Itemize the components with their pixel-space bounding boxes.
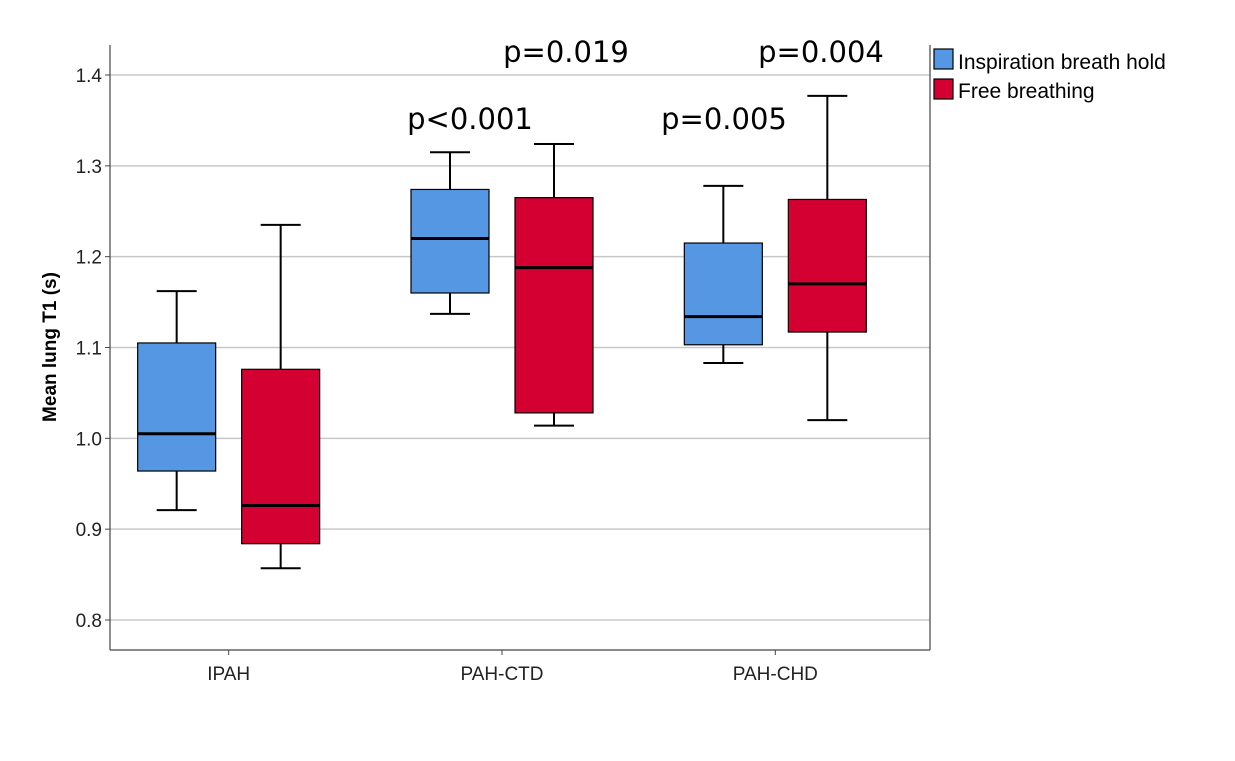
- iqr-box: [787, 198, 867, 333]
- y-axis-ticks: 0.8 0.9 1.0 1.1 1.2 1.3 1.4: [76, 66, 110, 632]
- boxes: [137, 94, 867, 570]
- x-tick-label: PAH-CTD: [460, 664, 543, 685]
- x-tick-label: PAH-CHD: [733, 664, 818, 685]
- iqr-box: [683, 242, 763, 346]
- box-inspiration-breath-hold-pah-chd: [683, 184, 763, 364]
- y-tick-label: 1.4: [76, 66, 103, 87]
- y-tick-label: 1.2: [76, 248, 102, 269]
- legend-label-inspiration: Inspiration breath hold: [958, 51, 1166, 74]
- box-free-breathing-ipah: [241, 223, 321, 570]
- legend-swatch-free-breathing: [933, 78, 954, 100]
- iqr-box: [137, 342, 217, 472]
- box-free-breathing-pah-chd: [787, 94, 867, 422]
- p-value-ctd-fb: p=0.019: [503, 35, 629, 69]
- box-inspiration-breath-hold-pah-ctd: [410, 151, 490, 315]
- p-value-chd-ibh: p=0.005: [661, 102, 787, 136]
- iqr-box: [410, 188, 490, 294]
- iqr-box: [514, 197, 594, 414]
- iqr-box: [241, 368, 321, 545]
- legend-label-free-breathing: Free breathing: [958, 80, 1095, 103]
- y-axis-title: Mean lung T1 (s): [40, 272, 61, 422]
- legend: Inspiration breath hold Free breathing: [933, 48, 1166, 103]
- box-free-breathing-pah-ctd: [514, 143, 594, 427]
- y-tick-label: 1.0: [76, 429, 102, 450]
- y-tick-label: 1.3: [76, 157, 102, 178]
- x-axis-ticks: IPAH PAH-CTD PAH-CHD: [207, 650, 818, 685]
- y-tick-label: 0.8: [76, 611, 102, 632]
- p-value-ipah-ctd-ibh: p<0.001: [407, 102, 533, 136]
- box-inspiration-breath-hold-ipah: [137, 290, 217, 512]
- y-tick-label: 0.9: [76, 520, 102, 541]
- x-tick-label: IPAH: [207, 664, 250, 685]
- legend-swatch-inspiration: [933, 48, 954, 70]
- p-value-chd-fb: p=0.004: [758, 35, 884, 69]
- y-tick-label: 1.1: [76, 339, 102, 360]
